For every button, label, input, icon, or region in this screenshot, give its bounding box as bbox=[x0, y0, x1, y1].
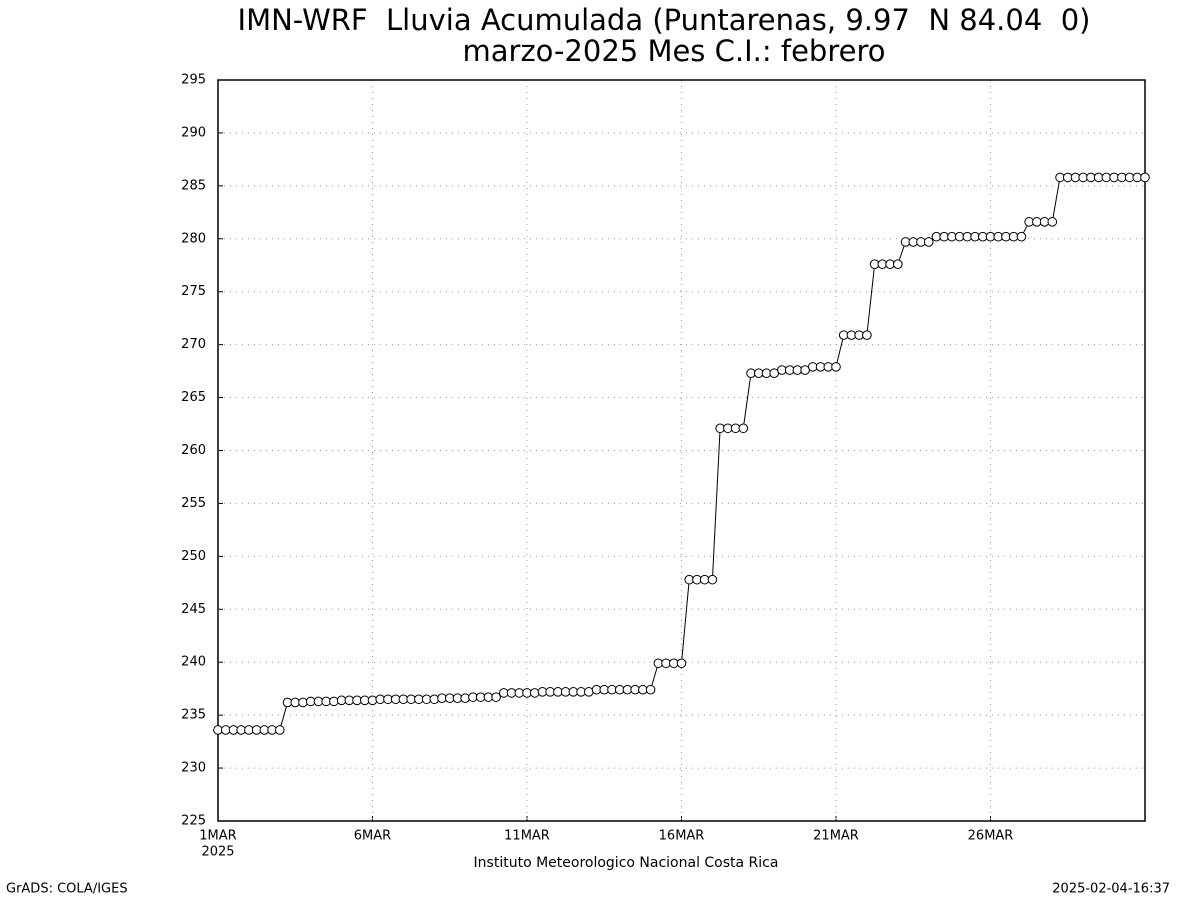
x-tick-label: 11MAR bbox=[504, 829, 550, 844]
y-tick-label: 245 bbox=[181, 602, 206, 617]
x-axis-label: Instituto Meteorologico Nacional Costa R… bbox=[474, 855, 779, 871]
chart-title: IMN-WRF Lluvia Acumulada (Puntarenas, 9.… bbox=[238, 3, 1091, 37]
data-point bbox=[738, 423, 749, 434]
data-point bbox=[1047, 217, 1058, 227]
x-tick-label: 1MAR bbox=[199, 829, 236, 844]
y-tick-label: 235 bbox=[181, 708, 206, 723]
y-tick-label: 260 bbox=[181, 443, 206, 458]
y-tick-label: 250 bbox=[181, 549, 206, 564]
x-tick-label: 26MAR bbox=[968, 829, 1014, 844]
data-point bbox=[1140, 172, 1150, 183]
y-tick-label: 255 bbox=[181, 496, 206, 511]
x-tick-label: 16MAR bbox=[659, 829, 705, 844]
data-point bbox=[367, 695, 378, 706]
y-tick-label: 265 bbox=[181, 390, 206, 405]
data-point bbox=[529, 688, 540, 698]
x-tick-label: 21MAR bbox=[813, 829, 859, 844]
data-point bbox=[298, 697, 308, 708]
data-point bbox=[831, 362, 841, 372]
y-tick-label: 275 bbox=[181, 284, 206, 299]
y-tick-label: 285 bbox=[181, 178, 206, 193]
x-sublabel: 2025 bbox=[201, 845, 234, 860]
data-point bbox=[862, 330, 872, 340]
data-point bbox=[645, 684, 656, 695]
data-point bbox=[275, 725, 285, 735]
chart-subtitle: marzo-2025 Mes C.I.: febrero bbox=[463, 34, 886, 68]
y-tick-label: 225 bbox=[181, 814, 206, 829]
data-point bbox=[329, 696, 339, 707]
y-tick-label: 240 bbox=[181, 655, 206, 670]
data-point bbox=[893, 259, 903, 269]
y-tick-label: 295 bbox=[181, 73, 206, 88]
data-point bbox=[491, 692, 501, 702]
data-point bbox=[460, 693, 471, 704]
y-tick-label: 230 bbox=[181, 761, 206, 776]
data-point bbox=[923, 237, 934, 247]
data-point bbox=[429, 694, 440, 705]
data-point bbox=[707, 574, 718, 585]
y-tick-label: 290 bbox=[181, 125, 206, 140]
footer-right: 2025-02-04-16:37 bbox=[1052, 882, 1170, 897]
data-point bbox=[676, 658, 687, 669]
footer-left: GrADS: COLA/IGES bbox=[6, 882, 128, 897]
x-tick-label: 6MAR bbox=[354, 829, 391, 844]
plot-frame bbox=[217, 79, 1146, 822]
data-point bbox=[1016, 231, 1027, 242]
y-tick-label: 270 bbox=[181, 337, 206, 352]
y-tick-label: 280 bbox=[181, 231, 206, 246]
